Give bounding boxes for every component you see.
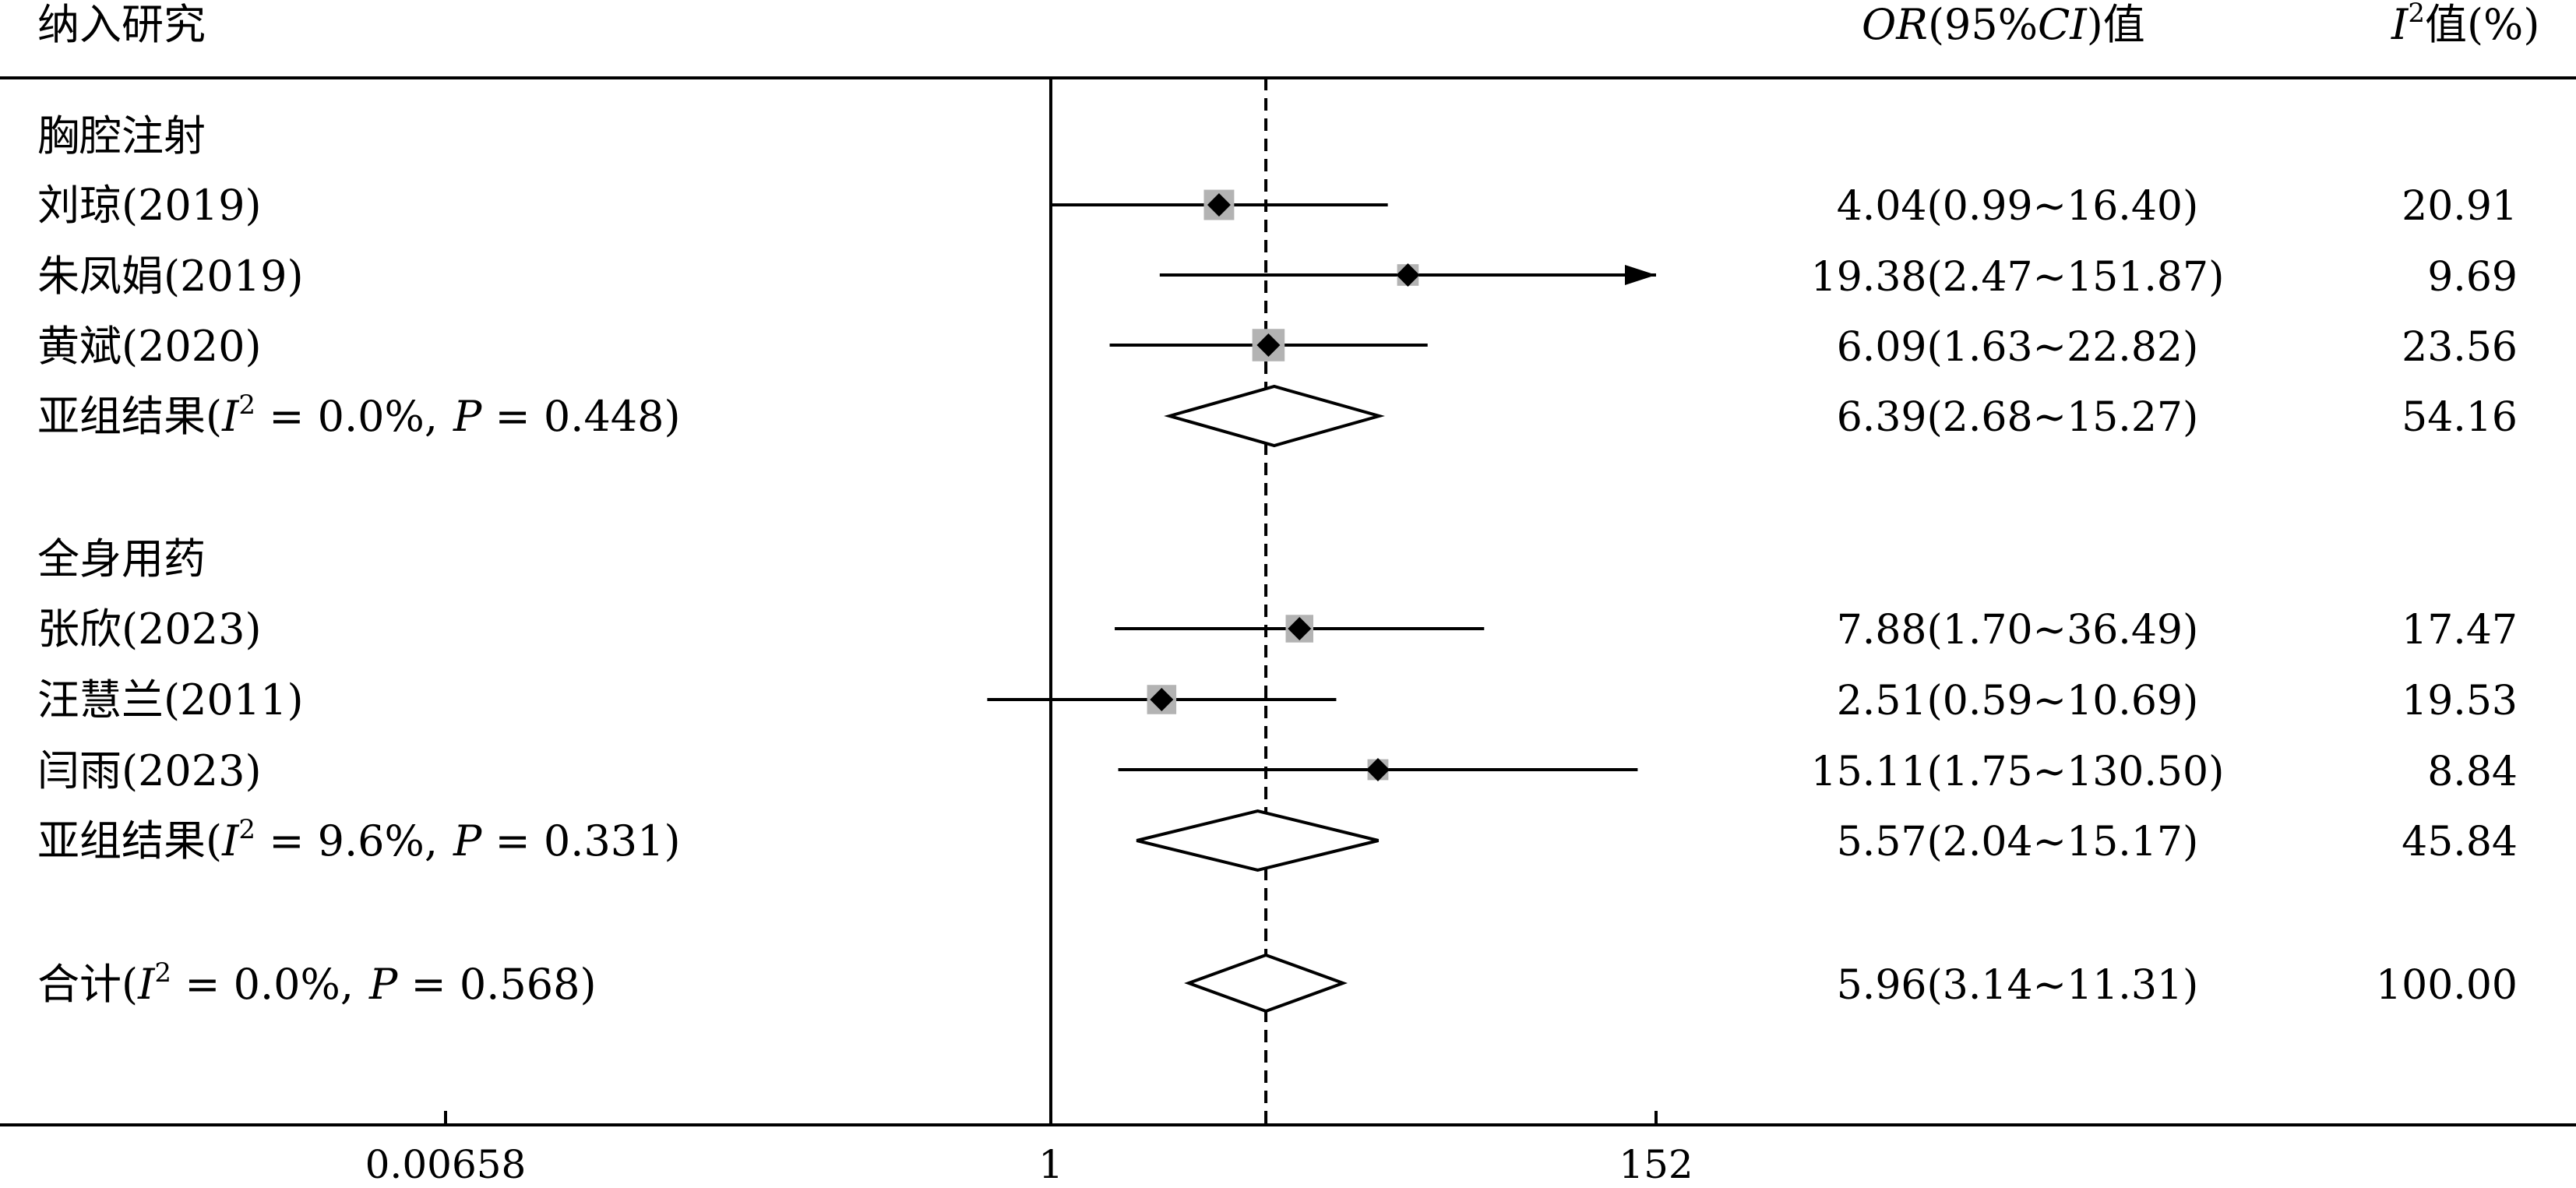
overall-i: I: [137, 960, 156, 1009]
or-value: 6.09(1.63~22.82): [1837, 324, 2199, 371]
or-value: 6.39(2.68~15.27): [1837, 394, 2199, 441]
overall-sup: 2: [154, 957, 171, 989]
subtotal-diamond: [1164, 384, 1385, 448]
weight-value: 54.16: [2402, 394, 2518, 441]
study-label: 闫雨(2023): [37, 746, 262, 795]
subtotal-label-1: 亚组结果(I2 = 0.0%, P = 0.448): [37, 390, 681, 441]
weight-value: 23.56: [2402, 324, 2518, 371]
point-estimate: [1207, 193, 1231, 217]
or-value: 4.04(0.99~16.40): [1837, 183, 2199, 230]
subtotal-diamond: [1136, 809, 1380, 872]
subtotal-suffix: = 0.331): [481, 816, 680, 865]
overall-p: P: [368, 960, 399, 1009]
ci-arrow: [1625, 265, 1656, 285]
weight-value: 8.84: [2427, 749, 2518, 795]
subtotal-i: I: [221, 816, 240, 865]
subtotal-label-2: 亚组结果(I2 = 9.6%, P = 0.331): [37, 814, 681, 865]
x-tick-label: 0.00658: [365, 1142, 527, 1184]
or-value: 5.57(2.04~15.17): [1837, 819, 2199, 865]
subtotal-sup: 2: [238, 814, 255, 845]
or-value: 5.96(3.14~11.31): [1837, 962, 2199, 1009]
header-or-ci: CI: [2038, 0, 2088, 49]
header-study: 纳入研究: [37, 0, 206, 49]
or-value: 7.88(1.70~36.49): [1837, 607, 2199, 654]
study-label: 刘琼(2019): [37, 181, 262, 230]
x-tick-label: 152: [1619, 1142, 1693, 1184]
header-or-prefix: OR: [1862, 0, 1928, 49]
subtotal-sup: 2: [238, 390, 255, 421]
header-or-suffix: )值: [2087, 0, 2145, 49]
point-estimate: [1256, 333, 1281, 357]
study-label: 汪慧兰(2011): [37, 675, 304, 724]
x-tick-label: 1: [1038, 1142, 1063, 1184]
header-or: OR(95%CI)值: [1862, 0, 2145, 49]
subtotal-i: I: [221, 392, 240, 441]
weight-value: 17.47: [2402, 607, 2518, 654]
subtotal-prefix: 亚组结果(: [37, 816, 222, 865]
or-value: 15.11(1.75~130.50): [1811, 749, 2225, 795]
overall-label: 合计(I2 = 0.0%, P = 0.568): [37, 957, 597, 1009]
subtotal-mid: = 0.0%,: [255, 392, 438, 441]
point-estimate: [1366, 758, 1390, 781]
point-estimate: [1150, 688, 1174, 711]
overall-prefix: 合计(: [37, 960, 138, 1009]
or-value: 19.38(2.47~151.87): [1811, 254, 2225, 301]
group-label-1: 胸腔注射: [37, 111, 206, 160]
x-axis-ticks: 0.00658 1 152: [365, 1111, 1693, 1187]
header-or-mid: (95%: [1928, 0, 2038, 49]
or-value: 2.51(0.59~10.69): [1837, 678, 2199, 724]
header-weight-suffix: 值(%): [2425, 0, 2539, 49]
weight-value: 9.69: [2427, 254, 2518, 301]
header-weight-prefix: I: [2391, 0, 2409, 49]
study-label: 张欣(2023): [37, 605, 262, 654]
subtotal-mid: = 9.6%,: [255, 816, 438, 865]
point-estimate: [1288, 617, 1312, 640]
point-estimate: [1396, 263, 1420, 287]
study-label: 黄斌(2020): [37, 322, 262, 371]
overall-diamond: [1184, 953, 1348, 1014]
weight-value: 20.91: [2402, 183, 2518, 230]
subtotal-prefix: 亚组结果(: [37, 392, 222, 441]
subtotal-p: P: [453, 816, 483, 865]
study-label: 朱凤娟(2019): [37, 252, 304, 301]
weight-value: 45.84: [2402, 819, 2518, 865]
subtotal-suffix: = 0.448): [481, 392, 680, 441]
overall-mid: = 0.0%,: [171, 960, 354, 1009]
subtotal-p: P: [453, 392, 483, 441]
weight-value: 19.53: [2402, 678, 2518, 724]
group-label-2: 全身用药: [37, 534, 206, 583]
weight-value: 100.00: [2376, 962, 2518, 1009]
forest-marks: [987, 78, 1656, 1125]
header-weight-sup: 2: [2408, 0, 2425, 29]
header-weight: I2值(%): [2391, 0, 2539, 49]
overall-suffix: = 0.568): [397, 960, 596, 1009]
